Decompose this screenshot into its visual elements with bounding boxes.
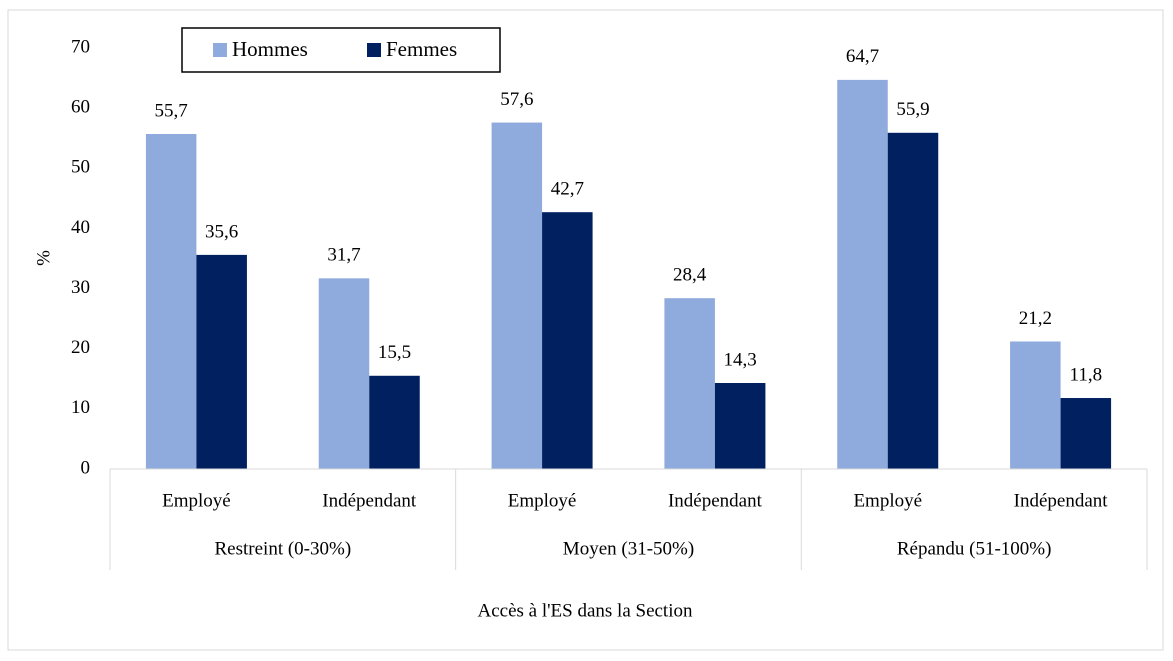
x-tick-label: Employé [853, 490, 922, 511]
data-label: 55,7 [155, 100, 188, 121]
bar [714, 382, 766, 469]
y-tick-label: 10 [71, 397, 90, 418]
bar [318, 278, 370, 469]
y-tick-label: 60 [71, 97, 90, 118]
group-label: Répandu (51-100%) [897, 538, 1052, 559]
legend-swatch [213, 43, 227, 57]
x-tick-label: Indépendant [668, 490, 763, 511]
bar [542, 212, 593, 469]
data-label: 57,6 [500, 89, 533, 110]
legend-label: Femmes [386, 37, 457, 61]
data-label: 14,3 [724, 349, 757, 370]
y-tick-label: 20 [71, 337, 90, 358]
data-label: 42,7 [551, 179, 584, 200]
y-tick-label: 40 [71, 217, 90, 238]
legend-label: Hommes [232, 37, 308, 61]
bar [491, 122, 543, 469]
data-label: 15,5 [378, 342, 411, 363]
y-tick-label: 50 [71, 157, 90, 178]
data-label: 31,7 [327, 245, 360, 266]
bar [837, 79, 888, 469]
bar [1060, 398, 1112, 469]
data-label: 55,9 [896, 99, 929, 120]
data-label: 64,7 [846, 46, 879, 67]
data-label: 28,4 [673, 265, 707, 286]
bar [664, 298, 715, 469]
data-label: 21,2 [1019, 308, 1052, 329]
y-axis-title: % [33, 250, 54, 266]
legend-box [181, 27, 501, 73]
legend-swatch [367, 43, 381, 57]
data-label: 35,6 [205, 221, 238, 242]
y-tick-label: 0 [81, 457, 91, 478]
bar [1010, 341, 1061, 469]
y-tick-label: 70 [71, 36, 90, 57]
y-tick-label: 30 [71, 277, 90, 298]
bar [196, 254, 247, 469]
group-label: Restreint (0-30%) [215, 538, 352, 559]
bar [887, 132, 939, 469]
x-axis-title: Accès à l'ES dans la Section [477, 600, 693, 621]
x-tick-label: Indépendant [322, 490, 417, 511]
x-tick-label: Indépendant [1014, 490, 1109, 511]
bar [369, 375, 420, 469]
data-label: 11,8 [1070, 364, 1103, 385]
x-tick-label: Employé [508, 490, 577, 511]
bar [145, 134, 197, 470]
group-label: Moyen (31-50%) [563, 538, 694, 559]
x-tick-label: Employé [162, 490, 231, 511]
